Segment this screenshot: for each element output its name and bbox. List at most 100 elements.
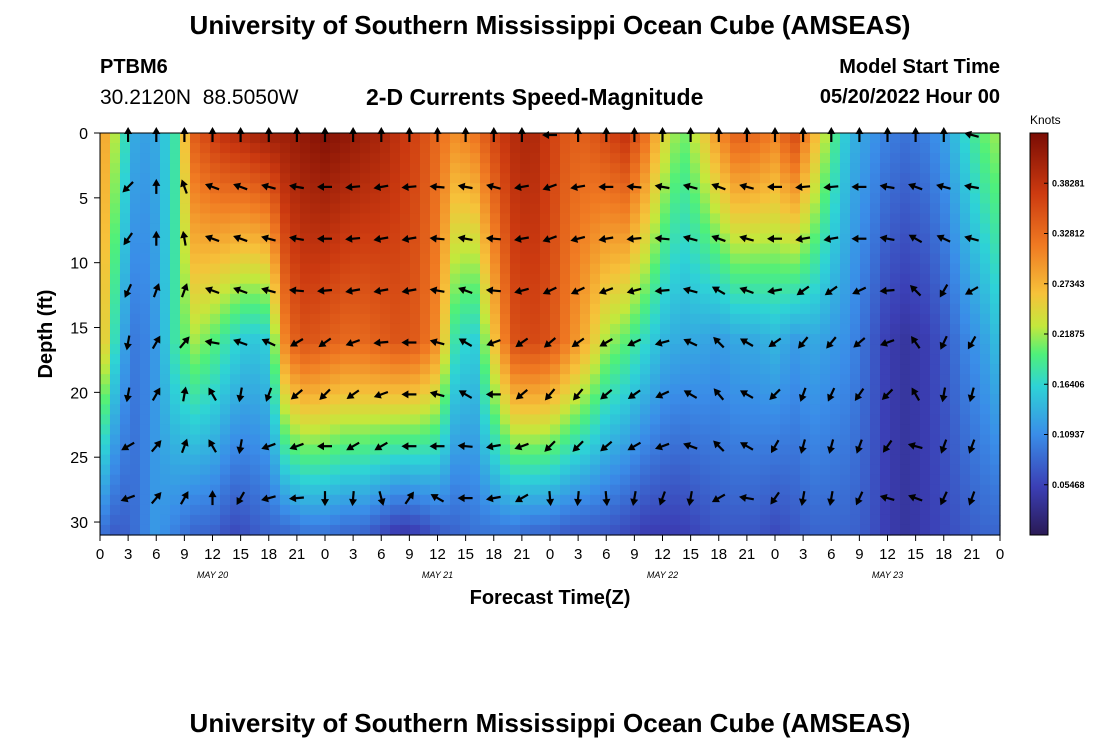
heat-cell xyxy=(970,243,981,255)
heat-cell xyxy=(160,143,171,154)
current-vector xyxy=(683,442,698,450)
heat-cell xyxy=(720,514,731,526)
heat-cell xyxy=(100,173,111,184)
heat-cell xyxy=(920,424,931,436)
heat-cell xyxy=(940,253,951,265)
heat-cell xyxy=(280,514,291,526)
heat-cell xyxy=(220,323,231,335)
current-vector xyxy=(654,234,670,243)
heat-cell xyxy=(270,293,281,305)
heat-cell xyxy=(240,223,251,235)
heat-cell xyxy=(700,313,711,325)
heat-cell xyxy=(170,344,181,355)
heat-cell xyxy=(280,404,291,415)
heat-cell xyxy=(700,454,711,466)
x-tick-label: 12 xyxy=(654,546,671,563)
heat-cell xyxy=(610,193,621,204)
heat-cell xyxy=(910,273,921,285)
heat-cell xyxy=(560,153,571,164)
heat-cell xyxy=(360,514,371,526)
heat-cell xyxy=(140,303,151,315)
heat-cell xyxy=(440,394,451,405)
heat-cell xyxy=(520,474,531,486)
heat-cell xyxy=(860,273,871,285)
heat-cell xyxy=(630,143,641,154)
heat-cell xyxy=(340,374,351,385)
heat-cell xyxy=(380,474,391,486)
heat-cell xyxy=(170,454,181,466)
heat-cell xyxy=(900,454,911,466)
heat-cell xyxy=(830,414,841,426)
heat-cell xyxy=(520,143,531,154)
heat-cell xyxy=(880,354,891,365)
heat-cell xyxy=(280,444,291,456)
heat-cell xyxy=(620,143,631,154)
heat-cell xyxy=(440,153,451,164)
heat-cell xyxy=(670,344,681,355)
heat-cell xyxy=(970,344,981,355)
heat-cell xyxy=(460,153,471,164)
heat-cell xyxy=(570,273,581,285)
heat-cell xyxy=(120,464,131,476)
heat-cell xyxy=(320,454,331,466)
heat-cell xyxy=(400,193,411,204)
heat-cell xyxy=(580,424,591,436)
current-vector xyxy=(711,182,726,191)
heat-cell xyxy=(330,374,341,385)
heat-cell xyxy=(390,424,401,436)
heat-cell xyxy=(460,474,471,486)
heat-cell xyxy=(530,223,541,235)
heat-cell xyxy=(380,384,391,395)
station-id: PTBM6 xyxy=(100,56,168,78)
heat-cell xyxy=(720,414,731,426)
heat-cell xyxy=(560,474,571,486)
heat-cell xyxy=(280,334,291,345)
heat-cell xyxy=(810,504,821,516)
heat-cell xyxy=(340,414,351,426)
heat-cell xyxy=(570,223,581,235)
heat-cell xyxy=(790,163,801,174)
heat-cell xyxy=(390,253,401,265)
heat-cell xyxy=(420,283,431,295)
heat-cell xyxy=(290,253,301,265)
heat-cell xyxy=(830,153,841,164)
heat-cell xyxy=(970,484,981,496)
heat-cell xyxy=(130,213,141,225)
heat-cell xyxy=(130,233,141,245)
heat-cell xyxy=(410,173,421,184)
heat-cell xyxy=(290,153,301,164)
heat-cell xyxy=(510,303,521,315)
heat-cell xyxy=(480,213,491,225)
heat-cell xyxy=(770,203,781,214)
heat-cell xyxy=(510,354,521,365)
heat-cell xyxy=(670,464,681,476)
heat-cell xyxy=(720,334,731,345)
heat-cell xyxy=(240,344,251,355)
heat-cell xyxy=(480,243,491,255)
heat-cell xyxy=(420,183,431,194)
heat-cell xyxy=(230,524,241,536)
heat-cell xyxy=(170,273,181,285)
heat-cell xyxy=(870,163,881,174)
heat-cell xyxy=(160,153,171,164)
heat-cell xyxy=(810,243,821,255)
heat-cell xyxy=(550,203,561,214)
heat-cell xyxy=(560,394,571,405)
heat-cell xyxy=(390,504,401,516)
heat-cell xyxy=(900,183,911,194)
heat-cell xyxy=(600,454,611,466)
heat-cell xyxy=(920,313,931,325)
heat-cell xyxy=(160,303,171,315)
heat-cell xyxy=(260,313,271,325)
heat-cell xyxy=(580,253,591,265)
heat-cell xyxy=(420,364,431,375)
heat-cell xyxy=(190,203,201,214)
heat-cell xyxy=(810,454,821,466)
heat-cell xyxy=(540,414,551,426)
heat-cell xyxy=(560,303,571,315)
heat-cell xyxy=(920,143,931,154)
heat-cell xyxy=(460,183,471,194)
heat-cell xyxy=(700,173,711,184)
current-vector xyxy=(879,493,895,502)
heat-cell xyxy=(170,173,181,184)
